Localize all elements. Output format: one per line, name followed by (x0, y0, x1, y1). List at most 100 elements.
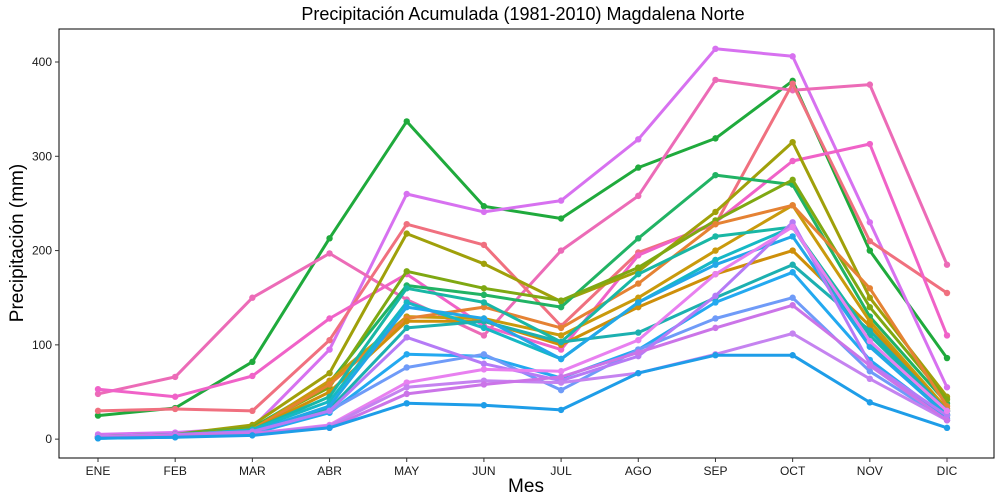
data-point (635, 280, 642, 287)
data-point (403, 285, 410, 292)
x-tick-label: MAR (239, 464, 266, 478)
data-point (326, 235, 333, 242)
series-line (96, 178, 949, 439)
data-point (94, 435, 102, 442)
x-axis: ENE FEB MAR ABR MAY JUN JUL AGO SEP OCT NOV DIC (86, 458, 958, 478)
data-point (480, 241, 488, 249)
data-point (789, 302, 796, 309)
data-point (249, 294, 256, 301)
data-point (403, 351, 410, 358)
y-tick-label: 100 (32, 338, 52, 352)
data-point (403, 390, 410, 398)
data-point (635, 329, 642, 336)
data-point (326, 250, 333, 257)
data-point (943, 424, 951, 432)
data-point (557, 324, 565, 332)
data-point (712, 208, 719, 216)
data-point (171, 405, 179, 413)
x-tick-label: AGO (625, 464, 652, 478)
x-tick-label: OCT (780, 464, 806, 478)
data-point (557, 373, 565, 381)
data-point (557, 338, 565, 346)
data-point (635, 264, 642, 271)
data-point (866, 399, 874, 406)
data-point (403, 220, 410, 228)
data-point (480, 315, 488, 322)
data-point (480, 332, 488, 339)
data-point (712, 45, 719, 52)
series (94, 80, 951, 415)
data-point (249, 358, 256, 366)
data-point (789, 261, 796, 268)
data-point (635, 369, 642, 377)
chart-title: Precipitación Acumulada (1981-2010) Magd… (301, 4, 744, 24)
data-point (866, 343, 874, 350)
data-point (789, 219, 796, 226)
x-tick-label: NOV (857, 464, 883, 478)
data-point (171, 373, 179, 381)
data-point (635, 336, 642, 344)
data-point (557, 303, 565, 311)
data-point (403, 379, 410, 386)
data-point (866, 368, 874, 375)
series-line (96, 303, 949, 439)
series (94, 352, 951, 442)
x-tick-label: ENE (86, 464, 111, 478)
data-point (403, 364, 410, 371)
data-point (557, 215, 565, 222)
data-point (789, 223, 796, 231)
data-point (635, 235, 642, 242)
series-line (96, 140, 949, 438)
data-point (557, 386, 565, 394)
data-point (789, 294, 796, 301)
data-point (712, 315, 719, 322)
data-point (557, 379, 565, 386)
data-point (480, 303, 488, 311)
data-point (557, 297, 565, 304)
x-tick-label: FEB (164, 464, 187, 478)
data-point (403, 334, 410, 341)
data-point (712, 171, 719, 179)
x-tick-label: ABR (317, 464, 342, 478)
data-point (326, 336, 333, 344)
data-point (943, 354, 951, 362)
data-point (94, 407, 102, 415)
data-point (480, 402, 488, 409)
data-point (943, 407, 951, 415)
y-tick-label: 400 (32, 55, 52, 69)
data-point (712, 324, 719, 332)
data-point (94, 412, 102, 419)
data-point (403, 400, 410, 407)
data-point (557, 368, 565, 375)
data-point (480, 260, 488, 267)
data-point (403, 118, 410, 125)
data-point (403, 230, 410, 237)
x-tick-label: MAY (394, 464, 419, 478)
data-point (403, 384, 410, 391)
data-point (866, 337, 874, 345)
data-point (866, 237, 874, 245)
data-point (866, 327, 874, 334)
data-point (943, 289, 951, 297)
data-point (480, 285, 488, 292)
data-point (480, 291, 488, 299)
data-point (557, 346, 565, 353)
data-point (635, 303, 642, 311)
data-point (403, 303, 410, 311)
data-point (480, 351, 488, 358)
data-point (943, 261, 951, 268)
y-axis: 0 100 200 300 400 (32, 55, 59, 446)
data-point (635, 294, 642, 301)
data-point (866, 362, 874, 369)
data-point (249, 432, 256, 439)
data-point (635, 136, 642, 143)
data-point (635, 192, 642, 200)
data-point (866, 285, 874, 292)
data-point (866, 140, 874, 148)
data-point (712, 270, 719, 278)
data-point (712, 76, 719, 84)
data-point (635, 164, 642, 171)
data-point (866, 219, 874, 226)
data-point (635, 349, 642, 356)
